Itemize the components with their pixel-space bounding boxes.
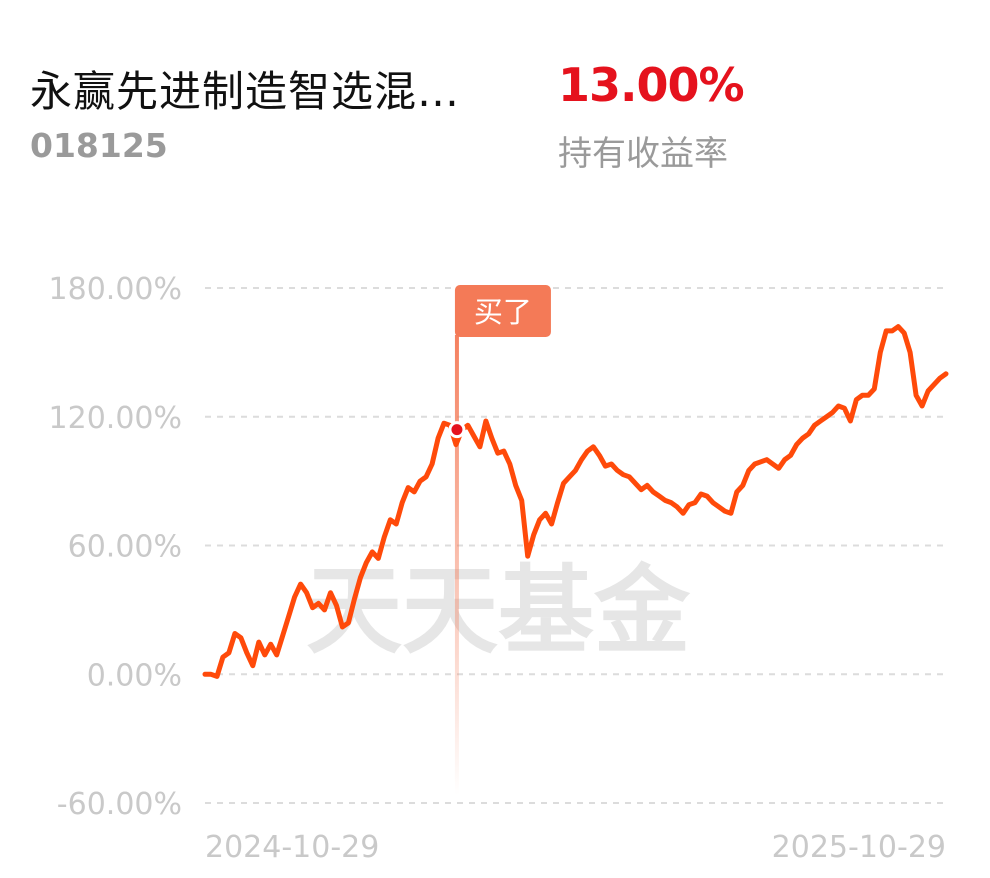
holding-return-label: 持有收益率 <box>558 134 728 174</box>
series-line <box>202 324 949 679</box>
x-start-label: 2024-10-29 <box>205 830 379 865</box>
fund-name: 永赢先进制造智选混… <box>30 67 461 116</box>
watermark-text: 天天基金 <box>306 555 691 667</box>
y-tick-label: -60.00% <box>57 787 182 822</box>
buy-point <box>448 421 466 439</box>
y-tick-label: 60.00% <box>68 530 182 565</box>
performance-chart: 180.00% 120.00% 60.00% 0.00% -60.00% 天天基金 买了… <box>49 272 949 865</box>
holding-return-value: 13.00% <box>558 58 745 112</box>
fund-code: 018125 <box>30 126 168 165</box>
buy-marker-line <box>454 335 459 795</box>
y-tick-label: 0.00% <box>87 658 182 693</box>
x-end-label: 2025-10-29 <box>772 830 946 865</box>
y-tick-label: 180.00% <box>49 272 182 307</box>
buy-marker-badge <box>454 285 551 337</box>
buy-marker-label: 买了 <box>474 295 532 329</box>
y-tick-label: 120.00% <box>49 401 182 436</box>
